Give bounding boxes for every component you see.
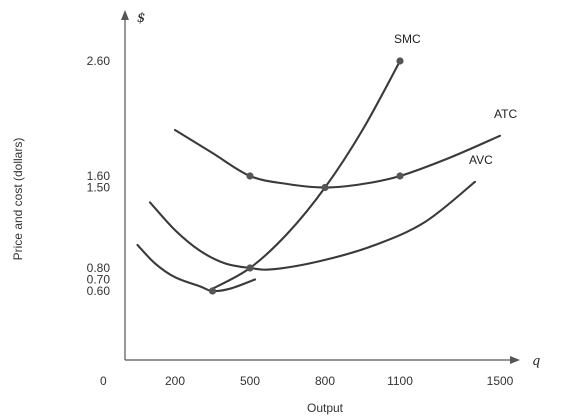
- y-tick-label: 1.60: [87, 169, 111, 183]
- origin-label: 0: [100, 374, 107, 388]
- y-tick-labels: 0.600.700.80 1.501.60 2.60: [87, 54, 111, 298]
- x-axis-arrow: [510, 356, 520, 364]
- x-tick-label: 1500: [487, 374, 514, 388]
- y-axis-arrow: [121, 10, 129, 20]
- y-tick-label: 0.70: [87, 273, 111, 287]
- data-point: [208, 287, 217, 295]
- data-point: [396, 57, 404, 65]
- x-tick-labels: 200 500 800 1100 1500: [165, 374, 514, 388]
- x-axis-title: Output: [307, 401, 344, 415]
- curve-labels: SMC ATC AVC: [394, 32, 517, 167]
- x-tick-label: 800: [315, 374, 335, 388]
- y-tick-label: 1.50: [87, 181, 111, 195]
- y-tick-label: 2.60: [87, 54, 111, 68]
- atc-label: ATC: [494, 107, 517, 121]
- x-tick-label: 500: [240, 374, 260, 388]
- x-axis-unit: q: [532, 354, 540, 369]
- highlighted-points: [208, 57, 404, 295]
- data-point: [396, 172, 404, 180]
- unlabeled-curve: [136, 243, 257, 293]
- data-point: [246, 172, 254, 180]
- curves: [136, 59, 502, 293]
- avc-label: AVC: [469, 153, 493, 167]
- y-axis-unit: $: [137, 11, 145, 26]
- data-point: [246, 264, 254, 272]
- smc-curve: [211, 59, 402, 290]
- avc-curve: [148, 180, 477, 271]
- y-axis-title: Price and cost (dollars): [11, 138, 25, 261]
- y-tick-label: 0.80: [87, 261, 111, 275]
- atc-curve: [173, 128, 502, 189]
- y-tick-label: 0.60: [87, 284, 111, 298]
- x-tick-label: 1100: [387, 374, 413, 388]
- x-tick-label: 200: [165, 374, 185, 388]
- smc-label: SMC: [394, 32, 421, 46]
- axes: [121, 10, 520, 364]
- data-point: [321, 183, 329, 192]
